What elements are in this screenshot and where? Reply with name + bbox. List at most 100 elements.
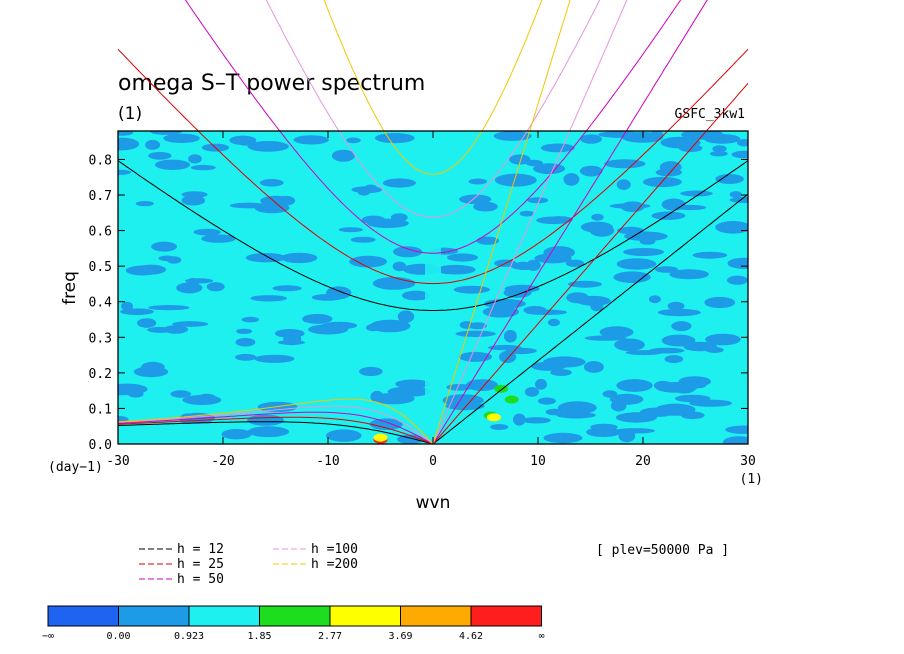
texture-patch <box>538 397 556 405</box>
texture-patch <box>533 163 566 175</box>
texture-patch <box>490 424 509 430</box>
texture-patch <box>705 333 741 346</box>
x-tick-label: 0 <box>429 454 437 469</box>
texture-patch <box>338 227 363 233</box>
texture-patch <box>250 295 288 302</box>
legend-label: h = 50 <box>177 572 224 587</box>
texture-patch <box>236 328 253 334</box>
texture-patch <box>530 361 567 371</box>
texture-patch <box>254 202 290 214</box>
texture-patch <box>586 427 621 437</box>
colorbar-label: 0.00 <box>106 631 130 642</box>
texture-patch <box>247 414 284 426</box>
texture-patch <box>197 393 217 402</box>
texture-patch <box>543 432 583 444</box>
colorbar-label: 2.77 <box>318 631 342 642</box>
texture-patch <box>393 246 423 258</box>
texture-patch <box>350 236 376 243</box>
texture-patch <box>188 154 202 164</box>
texture-patch <box>390 213 408 222</box>
texture-patch <box>150 131 182 135</box>
texture-patch <box>259 179 284 187</box>
texture-patch <box>506 347 537 355</box>
texture-patch <box>712 145 727 153</box>
texture-patch <box>609 393 644 405</box>
kelvin-curve-h200 <box>432 0 571 444</box>
texture-patch <box>369 319 411 333</box>
texture-patch <box>583 361 604 373</box>
texture-patch <box>245 253 287 263</box>
x-axis-label: wvn <box>416 493 451 513</box>
rossby-curve-h50 <box>118 411 434 444</box>
texture-patch <box>272 285 302 292</box>
texture-patch <box>482 306 519 318</box>
colorbar-swatch <box>188 605 260 627</box>
colorbar-swatch <box>47 605 119 627</box>
texture-patch <box>190 164 216 171</box>
texture-patch <box>503 329 517 343</box>
colorbar-swatch <box>470 605 542 627</box>
texture-patch <box>206 282 225 292</box>
texture-patch <box>308 324 349 335</box>
texture-patch <box>382 178 416 188</box>
colorbar-label: 4.62 <box>459 631 483 642</box>
texture-patch <box>580 134 602 144</box>
texture-patch <box>576 295 611 306</box>
y-tick-label: 0.2 <box>89 367 112 382</box>
texture-patch <box>516 261 530 268</box>
colorbar-label: −∞ <box>42 631 54 642</box>
ig-curve-h25 <box>118 48 748 285</box>
texture-patch <box>557 401 597 415</box>
texture-patch <box>509 154 531 165</box>
colorbar-label: 1.85 <box>247 631 271 642</box>
texture-patch <box>609 203 651 209</box>
texture-patch <box>302 313 333 324</box>
texture-patch <box>453 285 490 294</box>
texture-patch <box>459 321 474 329</box>
x-tick-label: -20 <box>211 454 234 469</box>
texture-patch <box>519 210 535 217</box>
texture-patch <box>172 321 209 327</box>
x-tick-label: 10 <box>530 454 546 469</box>
plot-area: -30 -20 -10 0 10 20 30 0.00.10.20.30.40.50.60.… <box>89 0 756 469</box>
texture-patch <box>118 169 132 175</box>
y-tick-label: 0.3 <box>89 331 112 346</box>
highlight-patch <box>504 395 519 404</box>
colorbar-swatch <box>329 605 401 627</box>
texture-patch <box>540 143 575 153</box>
texture-patch <box>121 301 134 311</box>
texture-patch <box>135 201 154 207</box>
texture-patch <box>727 275 748 285</box>
texture-patch <box>148 151 172 160</box>
texture-patch <box>349 255 387 268</box>
texture-patch <box>293 135 330 145</box>
texture-patch <box>715 221 748 234</box>
texture-patch <box>163 133 200 143</box>
ig-curve-h12 <box>118 160 748 311</box>
texture-patch <box>692 251 728 259</box>
texture-patch <box>616 258 657 270</box>
kelvin-curve-h100 <box>432 0 628 444</box>
texture-patch <box>674 394 711 403</box>
texture-patch <box>655 266 679 273</box>
texture-patch <box>120 308 154 316</box>
texture-patch <box>614 338 645 352</box>
texture-patch <box>170 390 192 398</box>
texture-patch <box>181 195 206 206</box>
texture-patch <box>494 173 537 187</box>
texture-patch <box>669 269 709 280</box>
texture-patch <box>145 139 161 150</box>
texture-patch <box>524 387 540 397</box>
y-tick-label: 0.5 <box>89 260 112 275</box>
legend-label: h = 25 <box>177 557 224 572</box>
texture-patch <box>527 197 549 204</box>
texture-patch <box>648 295 661 304</box>
y-tick-label: 0.6 <box>89 225 112 240</box>
colorbar-label: 3.69 <box>388 631 412 642</box>
y-tick-label: 0.1 <box>89 402 112 417</box>
texture-patch <box>473 201 498 212</box>
y-tick-label: 0.4 <box>89 296 113 311</box>
texture-patch <box>148 305 190 311</box>
x-axis-ticks: -30 -20 -10 0 10 20 30 <box>106 131 756 469</box>
